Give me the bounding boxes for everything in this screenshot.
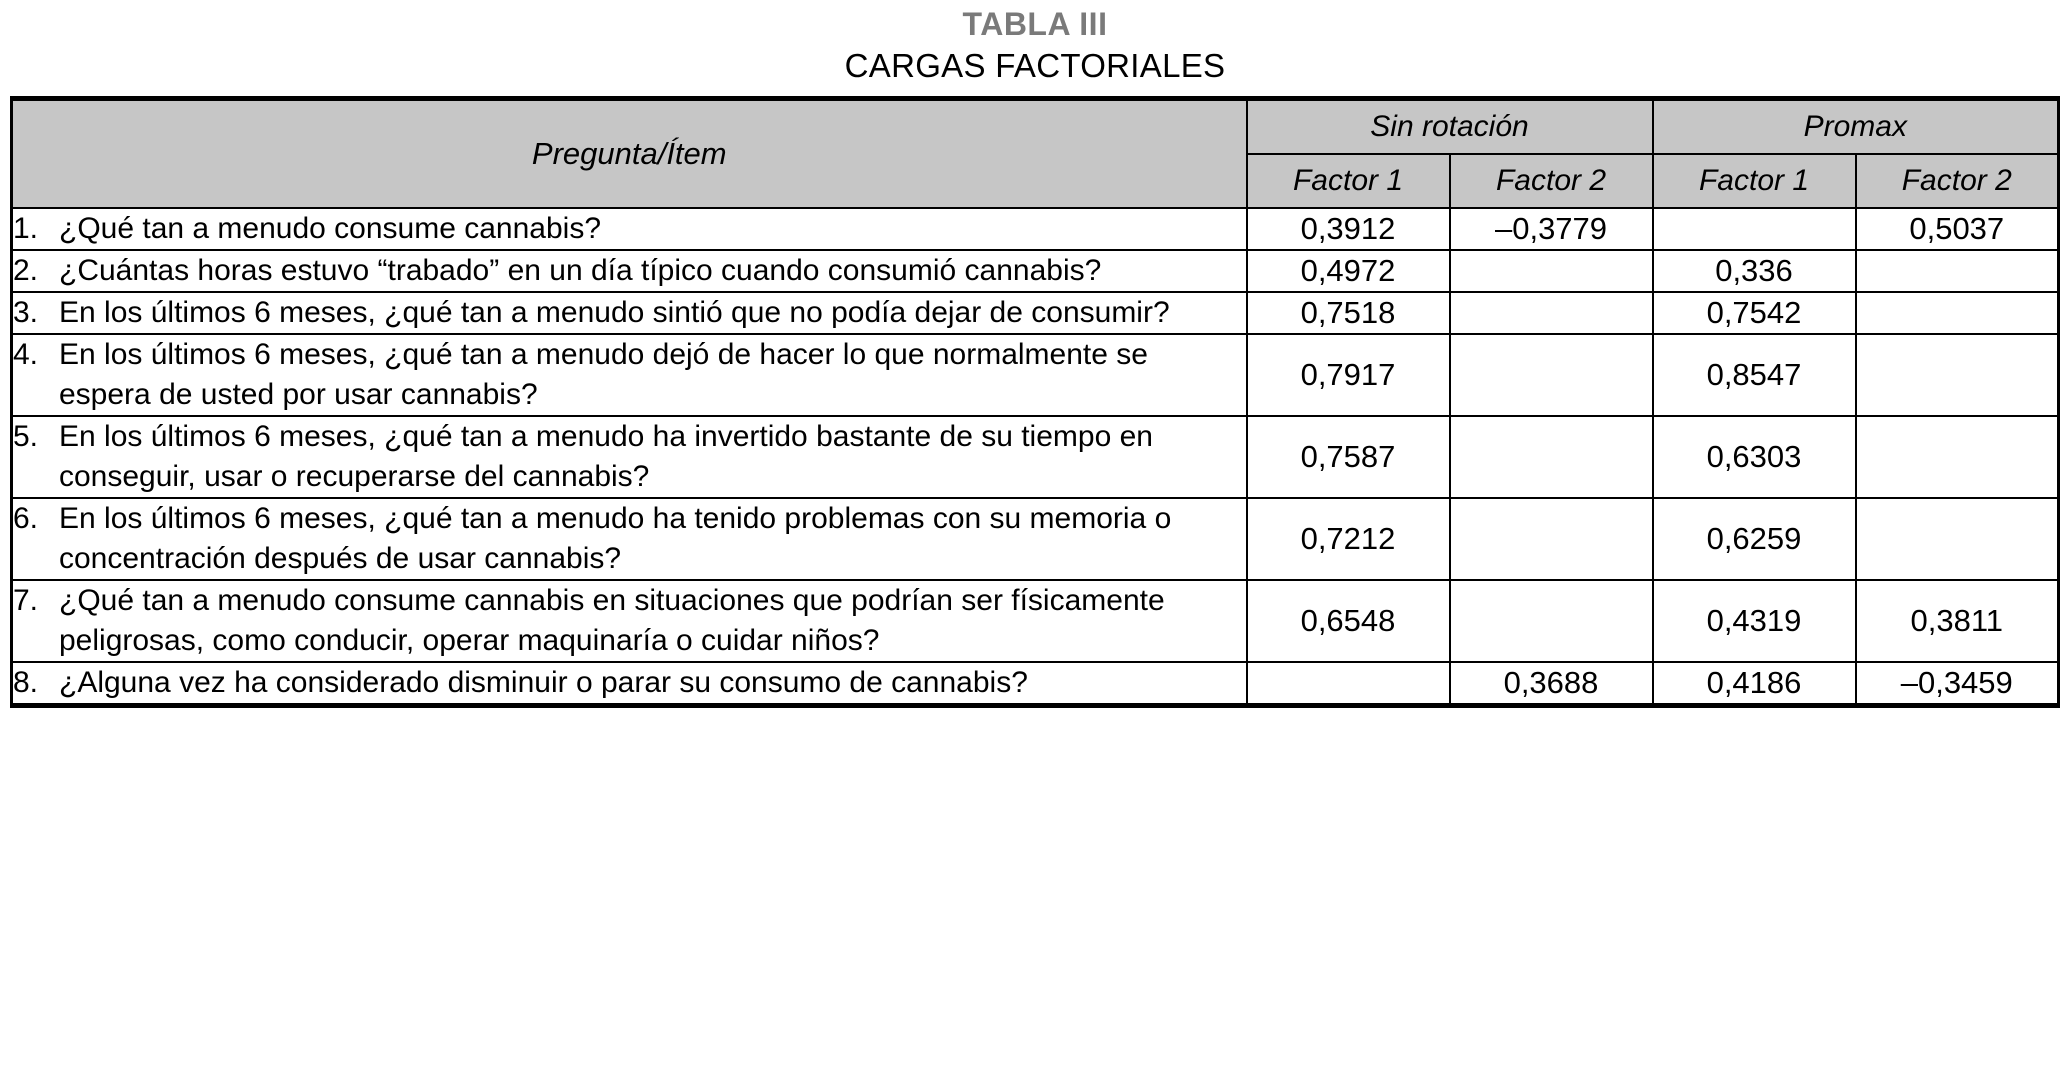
cell-promax-factor1: 0,336 (1651, 249, 1857, 293)
cell-promax-factor1: 0,6303 (1651, 415, 1857, 499)
item-text: ¿Alguna vez ha considerado disminuir o p… (59, 666, 1028, 699)
column-group-header-promax: Promax (1651, 97, 2060, 155)
column-header-promax-factor2: Factor 2 (1854, 153, 2060, 209)
cell-question: 6. En los últimos 6 meses, ¿qué tan a me… (10, 497, 1248, 581)
cell-sinrotacion-factor2: –0,3779 (1448, 207, 1654, 251)
cell-sinrotacion-factor2: 0,3688 (1448, 661, 1654, 707)
cell-sinrotacion-factor1: 0,7212 (1245, 497, 1451, 581)
table-container: Pregunta/Ítem Sin rotación Promax Factor… (10, 96, 2061, 708)
column-header-promax-factor1: Factor 1 (1651, 153, 1857, 209)
cell-promax-factor2: 0,5037 (1854, 207, 2060, 251)
cell-sinrotacion-factor1: 0,7587 (1245, 415, 1451, 499)
cell-sinrotacion-factor1 (1245, 661, 1451, 707)
table-row: 8. ¿Alguna vez ha considerado disminuir … (10, 661, 2060, 707)
cell-promax-factor1: 0,6259 (1651, 497, 1857, 581)
cell-sinrotacion-factor2 (1448, 579, 1654, 663)
item-text: ¿Qué tan a menudo consume cannabis? (59, 212, 602, 245)
column-group-header-sin-rotacion: Sin rotación (1245, 97, 1654, 155)
item-number: 3. (13, 296, 39, 329)
cell-promax-factor2: 0,3811 (1854, 579, 2060, 663)
cell-promax-factor2 (1854, 497, 2060, 581)
column-header-item: Pregunta/Ítem (10, 97, 1248, 209)
table-row: 7. ¿Qué tan a menudo consume cannabis en… (10, 579, 2060, 663)
cell-question: 7. ¿Qué tan a menudo consume cannabis en… (10, 579, 1248, 663)
cell-question: 1. ¿Qué tan a menudo consume cannabis? (10, 207, 1248, 251)
table-header-row-groups: Pregunta/Ítem Sin rotación Promax (10, 97, 2060, 209)
item-text: En los últimos 6 meses, ¿qué tan a menud… (59, 296, 1170, 329)
cell-sinrotacion-factor1: 0,7917 (1245, 333, 1451, 417)
cell-question: 5. En los últimos 6 meses, ¿qué tan a me… (10, 415, 1248, 499)
table-header-row-factors: Factor 1 Factor 2 Factor 1 Factor 2 (12, 153, 2060, 209)
item-number: 7. (13, 584, 39, 617)
item-text: En los últimos 6 meses, ¿qué tan a menud… (59, 420, 1153, 493)
table-body: 1. ¿Qué tan a menudo consume cannabis? 0… (10, 207, 2060, 707)
table-caption-title: CARGAS FACTORIALES (844, 47, 1226, 84)
cell-question: 8. ¿Alguna vez ha considerado disminuir … (10, 661, 1248, 707)
table-row: 6. En los últimos 6 meses, ¿qué tan a me… (10, 497, 2060, 581)
factor-loadings-table: Pregunta/Ítem Sin rotación Promax Factor… (10, 96, 2061, 708)
table-row: 4. En los últimos 6 meses, ¿qué tan a me… (10, 333, 2060, 417)
item-number: 6. (13, 502, 39, 535)
cell-sinrotacion-factor2 (1448, 333, 1654, 417)
table-row: 2. ¿Cuántas horas estuvo “trabado” en un… (10, 249, 2060, 293)
cell-promax-factor2 (1854, 291, 2060, 335)
item-number: 1. (13, 212, 39, 245)
cell-promax-factor1: 0,4186 (1651, 661, 1857, 707)
cell-promax-factor1: 0,4319 (1651, 579, 1857, 663)
table-row: 3. En los últimos 6 meses, ¿qué tan a me… (10, 291, 2060, 335)
item-number: 8. (13, 666, 39, 699)
column-header-sinrotacion-factor1: Factor 1 (1245, 153, 1451, 209)
item-text: En los últimos 6 meses, ¿qué tan a menud… (59, 502, 1172, 575)
cell-sinrotacion-factor1: 0,6548 (1245, 579, 1451, 663)
cell-sinrotacion-factor1: 0,4972 (1245, 249, 1451, 293)
item-number: 5. (13, 420, 39, 453)
table-header: Pregunta/Ítem Sin rotación Promax Factor… (10, 97, 2060, 209)
cell-sinrotacion-factor2 (1448, 415, 1654, 499)
cell-promax-factor1 (1651, 207, 1857, 251)
cell-promax-factor2 (1854, 415, 2060, 499)
cell-promax-factor2 (1854, 333, 2060, 417)
table-number-title: TABLA III (962, 6, 1108, 42)
cell-promax-factor1: 0,8547 (1651, 333, 1857, 417)
cell-sinrotacion-factor2 (1448, 291, 1654, 335)
item-text: ¿Cuántas horas estuvo “trabado” en un dí… (59, 254, 1102, 287)
table-row: 5. En los últimos 6 meses, ¿qué tan a me… (10, 415, 2060, 499)
table-titles: TABLA III CARGAS FACTORIALES (0, 0, 2070, 88)
item-number: 4. (13, 338, 39, 371)
item-text: En los últimos 6 meses, ¿qué tan a menud… (59, 338, 1148, 411)
cell-question: 2. ¿Cuántas horas estuvo “trabado” en un… (10, 249, 1248, 293)
cell-sinrotacion-factor2 (1448, 497, 1654, 581)
column-header-sinrotacion-factor2: Factor 2 (1448, 153, 1654, 209)
item-text: ¿Qué tan a menudo consume cannabis en si… (59, 584, 1165, 657)
cell-sinrotacion-factor2 (1448, 249, 1654, 293)
cell-promax-factor1: 0,7542 (1651, 291, 1857, 335)
cell-question: 3. En los últimos 6 meses, ¿qué tan a me… (10, 291, 1248, 335)
item-number: 2. (13, 254, 39, 287)
cell-sinrotacion-factor1: 0,7518 (1245, 291, 1451, 335)
cell-question: 4. En los últimos 6 meses, ¿qué tan a me… (10, 333, 1248, 417)
cell-sinrotacion-factor1: 0,3912 (1245, 207, 1451, 251)
table-row: 1. ¿Qué tan a menudo consume cannabis? 0… (10, 207, 2060, 251)
cell-promax-factor2: –0,3459 (1854, 661, 2060, 707)
cell-promax-factor2 (1854, 249, 2060, 293)
